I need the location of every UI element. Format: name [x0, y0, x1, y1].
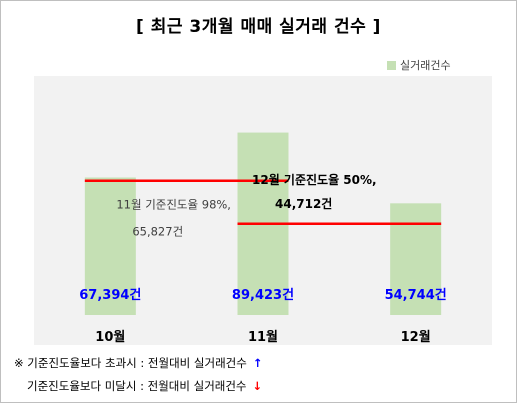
reference-label-2-line2: 44,712건: [275, 196, 332, 211]
reference-label-1-line2: 65,827건: [132, 225, 183, 239]
legend-swatch: [387, 61, 396, 70]
x-tick-label-3: 12월: [401, 329, 431, 345]
legend-label: 실거래건수: [400, 59, 451, 72]
bar-1: [84, 177, 136, 315]
note-below: 기준진도율보다 미달시 : 전월대비 실거래건수 ↓: [27, 378, 262, 394]
bar-3: [390, 203, 442, 315]
data-label-1: 67,394건: [79, 287, 141, 303]
x-tick-label-2: 11월: [248, 329, 278, 345]
up-arrow-icon: ↑: [252, 356, 263, 370]
note-exceed-text: ※ 기준진도율보다 초과시 : 전월대비 실거래건수: [14, 356, 247, 370]
note-below-text: 기준진도율보다 미달시 : 전월대비 실거래건수: [27, 379, 247, 393]
legend: 실거래건수: [387, 57, 451, 73]
reference-label-2-line1: 12월 기준진도율 50%,: [252, 172, 377, 187]
reference-label-1-line1: 11월 기준진도율 98%,: [116, 198, 231, 212]
data-label-3: 54,744건: [385, 287, 447, 303]
chart-title: [ 최근 3개월 매매 실거래 건수 ]: [136, 17, 381, 37]
note-exceed: ※ 기준진도율보다 초과시 : 전월대비 실거래건수 ↑: [14, 355, 262, 371]
x-tick-label-1: 10월: [95, 329, 125, 345]
down-arrow-icon: ↓: [252, 379, 263, 393]
data-label-2: 89,423건: [232, 287, 294, 303]
